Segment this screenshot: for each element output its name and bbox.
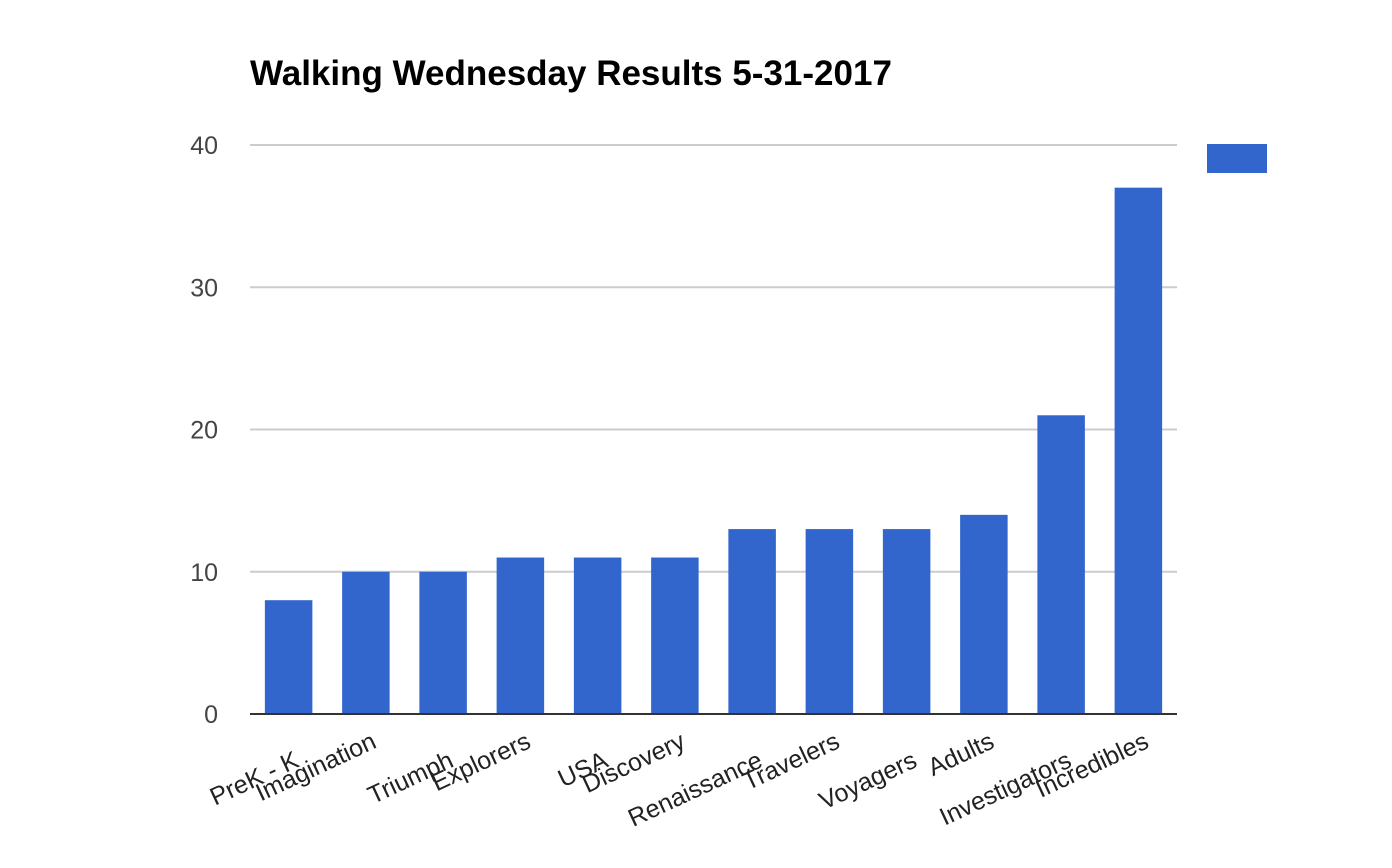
gridlines	[250, 144, 1177, 573]
x-tick-label: Adults	[924, 727, 999, 782]
bar	[1114, 187, 1163, 715]
chart-title: Walking Wednesday Results 5-31-2017	[250, 54, 892, 93]
bars	[264, 187, 1163, 715]
bar	[805, 529, 854, 714]
bar	[342, 571, 390, 714]
y-tick-label: 20	[190, 417, 218, 445]
y-tick-label: 30	[190, 274, 218, 302]
legend-swatch	[1207, 144, 1267, 173]
bar	[651, 557, 699, 714]
bar	[960, 514, 1008, 714]
bar	[264, 600, 313, 714]
bar	[882, 529, 931, 714]
bar	[728, 529, 776, 714]
y-tick-label: 0	[204, 701, 218, 729]
y-tick-label: 10	[190, 559, 218, 587]
bar	[419, 571, 467, 714]
y-tick-label: 40	[190, 132, 218, 160]
bar	[1037, 415, 1085, 714]
bar	[573, 557, 622, 714]
legend	[1207, 144, 1267, 173]
bar	[496, 557, 545, 714]
